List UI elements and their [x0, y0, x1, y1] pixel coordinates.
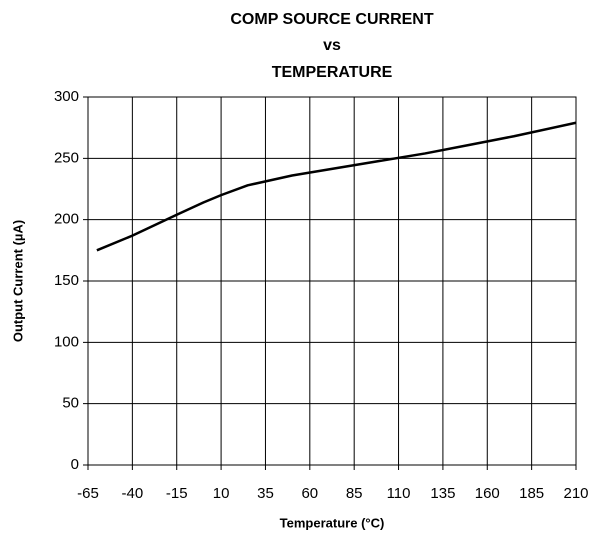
y-tick-label: 300 [54, 88, 79, 105]
x-tick-label: 185 [519, 485, 544, 502]
x-tick-label: -40 [122, 485, 144, 502]
x-tick-label: 35 [257, 485, 274, 502]
x-axis-label: Temperature (°C) [280, 515, 385, 530]
x-tick-label: 135 [430, 485, 455, 502]
x-tick-label: 210 [563, 485, 588, 502]
x-tick-label: 10 [213, 485, 230, 502]
y-tick-label: 50 [62, 395, 79, 412]
chart-title: vs [323, 37, 341, 54]
x-tick-label: -15 [166, 485, 188, 502]
y-tick-label: 200 [54, 211, 79, 228]
data-line [96, 121, 577, 252]
x-tick-label: 160 [475, 485, 500, 502]
chart-title: COMP SOURCE CURRENT [230, 11, 434, 28]
x-tick-label: 85 [346, 485, 363, 502]
y-tick-label: 0 [71, 456, 79, 473]
x-tick-label: 110 [387, 485, 411, 502]
y-tick-label: 100 [54, 333, 79, 350]
y-tick-label: 150 [54, 272, 79, 289]
chart-title: TEMPERATURE [272, 64, 393, 81]
y-axis-label: Output Current (µA) [10, 220, 25, 342]
x-tick-label: -65 [77, 485, 99, 502]
y-tick-label: 250 [54, 149, 79, 166]
x-tick-label: 60 [301, 485, 318, 502]
